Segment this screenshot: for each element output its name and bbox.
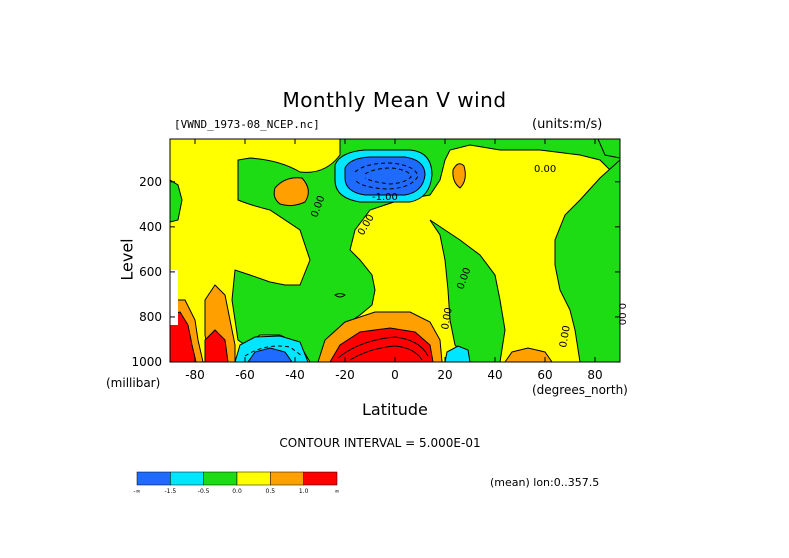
dataset-label: [VWND_1973-08_NCEP.nc] bbox=[174, 118, 320, 131]
colorbar-swatch bbox=[236, 471, 271, 486]
missing-data-region bbox=[170, 270, 178, 325]
contour-region-green-small bbox=[334, 293, 346, 298]
x-tick-label: 20 bbox=[437, 368, 452, 382]
colorbar-level-label: -1.5 bbox=[164, 488, 176, 495]
units-label: (units:m/s) bbox=[532, 117, 603, 132]
contour-label: -1.00 bbox=[372, 192, 398, 203]
colorbar-swatch bbox=[303, 471, 338, 486]
contour-region-orange-lower-right bbox=[504, 347, 553, 362]
contour-region-red-column bbox=[204, 329, 229, 362]
colorbar-swatch bbox=[270, 471, 304, 486]
contour-label: 0.00 bbox=[616, 303, 627, 325]
x-tick-label: -80 bbox=[185, 368, 205, 382]
y-axis-ticks: 200 400 600 800 1000 bbox=[131, 175, 620, 369]
y-tick-label: 1000 bbox=[131, 355, 162, 369]
contour-region-red-equatorial bbox=[329, 327, 434, 362]
x-tick-label: -20 bbox=[335, 368, 355, 382]
contour-region-cyan-lower-mid bbox=[444, 345, 471, 362]
contour-region-green-right bbox=[554, 159, 620, 362]
contour-line-positive bbox=[337, 336, 429, 359]
y-tick-label: 200 bbox=[139, 175, 162, 189]
contour-region-green-mid bbox=[429, 219, 506, 362]
x-axis-label: Latitude bbox=[362, 400, 428, 419]
colorbar-level-label: 0.5 bbox=[266, 488, 276, 495]
x-tick-label: 40 bbox=[487, 368, 502, 382]
mean-longitude-label: (mean) lon:0..357.5 bbox=[490, 476, 600, 489]
contour-line-negative bbox=[354, 162, 419, 190]
x-tick-label: 80 bbox=[587, 368, 602, 382]
x-tick-label: -60 bbox=[235, 368, 255, 382]
colorbar-level-label: 0.0 bbox=[232, 488, 242, 495]
contour-interval-label: CONTOUR INTERVAL = 5.000E-01 bbox=[279, 436, 481, 450]
contour-region-orange-upper-left bbox=[273, 177, 309, 207]
x-tick-label: -40 bbox=[285, 368, 305, 382]
x-tick-label: 60 bbox=[537, 368, 552, 382]
contour-label: 0.00 bbox=[534, 164, 556, 175]
contour-region-green-left-lower bbox=[170, 179, 183, 223]
x-axis-unit: (degrees_north) bbox=[532, 383, 628, 397]
y-tick-label: 600 bbox=[139, 265, 162, 279]
contour-line-negative bbox=[364, 167, 412, 185]
contour-region-green-upper-right bbox=[597, 139, 620, 159]
colorbar-swatch bbox=[136, 471, 171, 486]
y-axis-unit: (millibar) bbox=[106, 376, 161, 390]
colorbar-level-label: ∞ bbox=[335, 488, 340, 495]
contour-label: 0.00 bbox=[440, 307, 455, 331]
contour-label: 0.00 bbox=[558, 325, 573, 349]
colorbar-swatch bbox=[203, 471, 238, 486]
colorbar: -∞ -1.5 -0.5 0.0 0.5 1.0 ∞ bbox=[133, 471, 340, 495]
colorbar-level-label: -0.5 bbox=[198, 488, 210, 495]
colorbar-level-label: 1.0 bbox=[299, 488, 309, 495]
contour-line-positive bbox=[349, 345, 423, 361]
contour-region-orange-small bbox=[452, 163, 466, 189]
contour-region-blue-lower-left bbox=[247, 347, 293, 362]
x-tick-label: 0 bbox=[391, 368, 399, 382]
x-axis-ticks: -80 -60 -40 -20 0 20 40 60 80 bbox=[185, 139, 603, 382]
contour-fill-layer bbox=[170, 139, 620, 362]
colorbar-swatch bbox=[170, 471, 204, 486]
y-tick-label: 800 bbox=[139, 310, 162, 324]
y-tick-label: 400 bbox=[139, 220, 162, 234]
chart-title: Monthly Mean V wind bbox=[282, 88, 507, 112]
colorbar-level-label: -∞ bbox=[133, 488, 140, 495]
